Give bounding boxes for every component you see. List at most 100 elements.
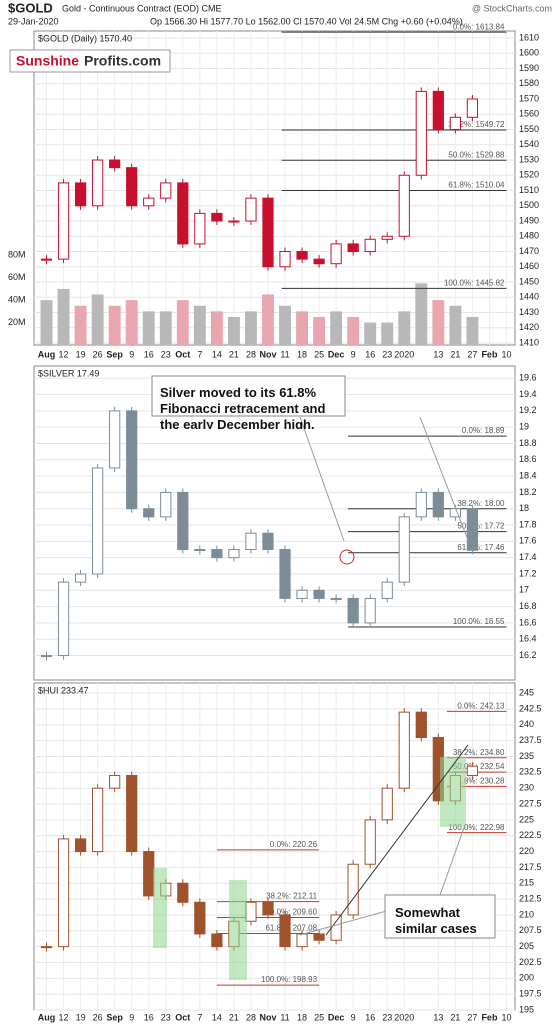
- candle: [313, 589, 325, 599]
- candle: [347, 243, 359, 253]
- fib-label: 38.2%: 1549.72: [448, 120, 505, 129]
- volume-bar: [57, 288, 70, 345]
- fib-label: 38.2%: 212.11: [266, 892, 318, 901]
- candle: [57, 838, 70, 948]
- candle: [330, 914, 342, 941]
- candle: [262, 197, 274, 268]
- fib-label: 38.2%: 18.00: [457, 499, 505, 508]
- y-tick-label: 1490: [519, 215, 539, 225]
- y-tick-label: 220: [519, 846, 534, 856]
- candle: [415, 491, 427, 518]
- y-tick-label: 1460: [519, 261, 539, 271]
- y-tick-label: 18.4: [519, 470, 537, 480]
- y-tick-label: 19: [519, 422, 529, 432]
- x-tick-label: Dec: [328, 1012, 345, 1022]
- volume-bar: [210, 311, 223, 345]
- x-tick-label: 12: [59, 349, 69, 359]
- annotation: Somewhat similar cases: [395, 905, 477, 936]
- candle: [126, 775, 138, 853]
- candle: [92, 787, 104, 853]
- candle: [296, 933, 308, 948]
- candle: [296, 589, 308, 599]
- x-tick-label: 16: [144, 349, 154, 359]
- y-tick-label: 207.5: [519, 925, 542, 935]
- candle: [262, 532, 274, 551]
- x-tick-label: 18: [297, 349, 307, 359]
- candle: [177, 882, 189, 903]
- x-tick-label: 2020: [394, 349, 414, 359]
- symbol: $GOLD: [8, 0, 53, 15]
- candle: [92, 159, 104, 207]
- candle: [211, 549, 223, 559]
- x-tick-label: 9: [129, 349, 134, 359]
- fib-label: 0.0%: 242.13: [457, 701, 505, 710]
- x-tick-label: Oct: [175, 349, 190, 359]
- x-tick-label: 21: [229, 349, 239, 359]
- x-tick-label: 7: [197, 349, 202, 359]
- candle: [296, 251, 308, 260]
- candle: [194, 212, 206, 245]
- volume-bar: [125, 300, 138, 345]
- candle: [313, 258, 325, 265]
- fib-label: 100.0%: 222.98: [448, 823, 505, 832]
- x-tick-label: 21: [450, 349, 460, 359]
- y-tick-label: 17: [519, 585, 529, 595]
- callout-line: [299, 416, 345, 542]
- y-tick-label: 1580: [519, 78, 539, 88]
- y-tick-label: 16.2: [519, 650, 537, 660]
- x-tick-label: 11: [280, 349, 289, 359]
- x-tick-label: 7: [197, 1012, 202, 1022]
- candle: [40, 655, 53, 658]
- y-tick-label: 1520: [519, 170, 539, 180]
- volume-bar: [108, 305, 121, 345]
- candle: [57, 581, 70, 657]
- volume-tick-label: 80M: [8, 250, 26, 260]
- y-tick-label: 205: [519, 941, 534, 951]
- candle: [313, 933, 325, 941]
- y-tick-label: 195: [519, 1004, 534, 1014]
- y-tick-label: 1420: [519, 322, 539, 332]
- y-tick-label: 1540: [519, 139, 539, 149]
- x-tick-label: 23: [382, 349, 392, 359]
- y-tick-label: 1570: [519, 93, 539, 103]
- x-tick-label: Nov: [259, 1012, 276, 1022]
- x-tick-label: 2020: [394, 1012, 414, 1022]
- logo-part1: Sunshine: [16, 53, 79, 69]
- highlight-box: [153, 868, 167, 948]
- y-tick-label: 1480: [519, 231, 539, 241]
- x-tick-label: 14: [212, 1012, 222, 1022]
- logo-part2: Profits.com: [84, 53, 161, 69]
- candle: [364, 238, 376, 253]
- x-tick-label: 26: [93, 1012, 103, 1022]
- candle: [398, 174, 410, 237]
- candle: [279, 914, 291, 948]
- candle: [432, 491, 444, 518]
- x-tick-label: Oct: [175, 1012, 190, 1022]
- x-tick-label: 23: [161, 1012, 171, 1022]
- y-tick-label: 215: [519, 878, 534, 888]
- candle: [466, 765, 479, 777]
- panel-title: $SILVER 17.49: [38, 368, 99, 378]
- x-tick-label: Aug: [38, 349, 56, 359]
- volume-bar: [193, 305, 206, 345]
- candle: [364, 597, 376, 624]
- callout-line: [419, 416, 469, 541]
- candle: [177, 182, 189, 245]
- date: 29-Jan-2020: [8, 16, 59, 26]
- x-tick-label: 14: [212, 349, 222, 359]
- quote: Op 1566.30 Hi 1577.70 Lo 1562.00 Cl 1570…: [150, 16, 463, 26]
- x-tick-label: 19: [76, 1012, 86, 1022]
- candle: [347, 863, 359, 916]
- fib-label: 61.8%: 230.28: [453, 777, 505, 786]
- candle: [228, 549, 240, 559]
- volume-bar: [449, 305, 462, 345]
- x-tick-label: 13: [433, 1012, 443, 1022]
- volume-bar: [142, 311, 155, 345]
- volume-bar: [279, 305, 291, 345]
- y-tick-label: 18: [519, 503, 529, 513]
- candle: [466, 98, 479, 118]
- y-tick-label: 240: [519, 719, 534, 729]
- x-tick-label: 28: [246, 1012, 256, 1022]
- fib-label: 61.8%: 17.46: [457, 543, 505, 552]
